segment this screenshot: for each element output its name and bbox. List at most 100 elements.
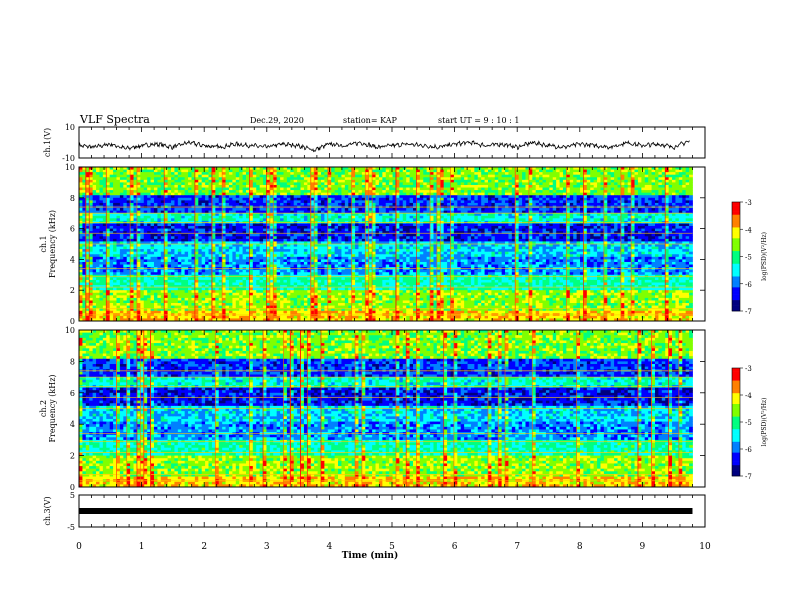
spectrogram-cell [317,200,322,204]
spectrogram-cell [171,192,175,196]
spectrogram-cell [648,197,652,201]
spectrogram-cell [392,213,397,217]
spectrogram-cell [494,213,499,217]
spectrogram-cell [249,179,254,183]
spectrogram-cell [392,208,397,212]
spectrogram-cell [331,202,336,206]
spectrogram-cell [368,169,373,173]
spectrogram-cell [586,192,591,196]
spectrogram-cell [624,167,629,170]
spectrogram-cell [143,187,148,191]
spectrogram-cell [157,190,162,194]
spectrogram-cell [453,167,458,170]
spectrogram-cell [549,190,554,194]
spectrogram-cell [378,202,383,206]
spectrogram-cell [310,231,315,235]
spectrogram-cell [171,184,175,188]
spectrogram-cell [392,226,397,229]
spectrogram-cell [116,179,121,183]
spectrogram-cell [177,197,182,201]
spectrogram-cell [181,231,186,235]
spectrogram-cell [365,202,370,206]
spectrogram-cell [157,236,162,240]
spectrogram-cell [665,231,670,235]
spectrogram-cell [164,218,169,222]
spectrogram-cell [573,182,577,186]
spectrogram-cell [580,223,584,227]
spectrogram-cell [658,190,663,194]
spectrogram-cell [477,223,482,227]
spectrogram-cell [273,215,278,219]
spectrogram-cell [147,200,151,204]
spectrogram-cell [508,172,513,176]
spectrogram-cell [89,215,94,219]
spectrogram-cell [293,172,298,176]
spectrogram-cell [637,179,642,183]
spectrogram-cell [385,177,390,181]
spectrogram-cell [654,167,659,170]
spectrogram-cell [580,172,584,176]
spectrogram-cell [225,197,230,201]
spectrogram-cell [242,218,247,222]
spectrogram-cell [641,192,646,196]
spectrogram-cell [133,213,138,217]
spectrogram-cell [194,213,199,217]
spectrogram-cell [116,182,121,186]
spectrogram-cell [450,192,455,196]
spectrogram-cell [501,184,506,188]
spectrogram-cell [235,184,240,188]
spectrogram-cell [351,179,356,183]
spectrogram-cell [348,192,353,196]
spectrogram-cell [102,179,107,183]
spectrogram-cell [303,218,308,222]
spectrogram-cell [361,195,366,199]
spectrogram-cell [470,179,475,183]
spectrogram-cell [395,215,400,219]
spectrogram-cell [273,177,278,181]
spectrogram-cell [82,218,87,222]
spectrogram-cell [102,167,107,170]
spectrogram-cell [556,174,560,178]
spectrogram-cell [334,187,339,191]
spectrogram-cell [174,233,179,237]
spectrogram-cell [491,179,496,183]
spectrogram-cell [634,192,639,196]
spectrogram-cell [668,202,673,206]
spectrogram-cell [522,226,526,229]
spectrogram-cell [385,179,390,183]
spectrogram-cell [344,172,349,176]
spectrogram-cell [600,184,605,188]
spectrogram-cell [440,177,445,181]
spectrogram-cell [477,231,482,235]
spectrogram-cell [457,195,462,199]
spectrogram-cell [239,218,243,222]
spectrogram-cell [607,177,612,181]
spectrogram-cell [96,202,100,206]
spectrogram-cell [634,202,639,206]
spectrogram-cell [303,223,308,227]
spectrogram-cell [133,210,138,214]
spectrogram-cell [317,172,322,176]
spectrogram-cell [430,192,434,196]
spectrogram-cell [303,233,308,237]
spectrogram-cell [593,210,598,214]
spectrogram-cell [153,167,158,170]
spectrogram-cell [181,213,186,217]
spectrogram-cell [484,200,489,204]
spectrogram-cell [624,192,629,196]
spectrogram-cell [358,195,363,199]
spectrogram-cell [246,228,250,232]
spectrogram-cell [324,174,329,178]
spectrogram-cell [283,226,288,229]
spectrogram-cell [392,179,397,183]
spectrogram-cell [678,169,683,173]
spectrogram-cell [109,169,114,173]
spectrogram-cell [395,223,400,227]
spectrogram-cell [297,215,301,219]
spectrogram-cell [181,192,186,196]
spectrogram-cell [661,184,666,188]
spectrogram-cell [283,228,288,232]
spectrogram-cell [331,233,336,237]
spectrogram-cell [249,184,254,188]
spectrogram-cell [648,177,652,181]
